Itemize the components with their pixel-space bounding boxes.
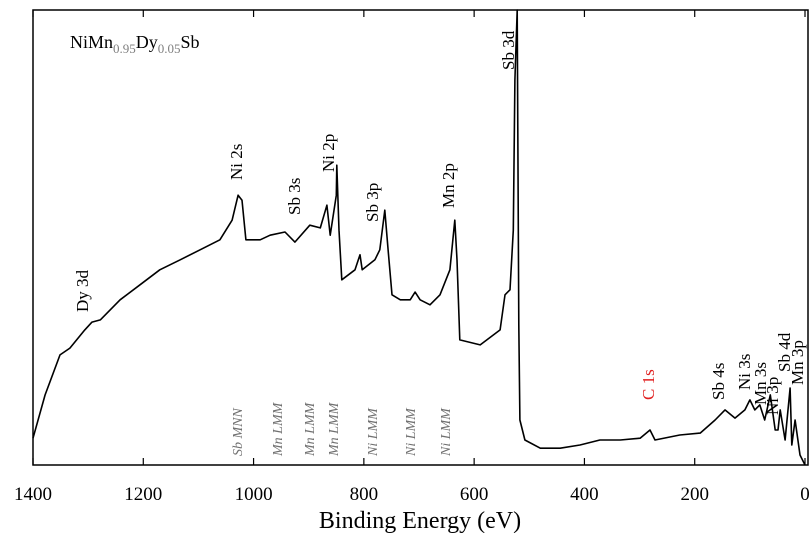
peak-label: Ni 2s — [227, 144, 246, 180]
auger-label: Ni LMM — [404, 407, 419, 457]
title-subscript: 0.95 — [113, 41, 136, 56]
x-tick-label: 600 — [460, 484, 489, 505]
peak-label: Sb 4s — [709, 363, 728, 400]
x-tick-label: 800 — [350, 484, 379, 505]
peak-label: Mn 3p — [788, 340, 807, 385]
x-tick-label: 1000 — [235, 484, 273, 505]
peak-label: Ni 3p — [763, 377, 782, 415]
peak-label: Dy 3d — [73, 269, 92, 312]
peak-label: Sb 3s — [285, 178, 304, 215]
auger-label: Ni LMM — [439, 407, 454, 457]
auger-label: Mn LMM — [327, 401, 342, 457]
peak-label: Sb 4d — [775, 332, 794, 372]
auger-label: Mn LMM — [271, 401, 286, 457]
x-tick-label: 1200 — [124, 484, 162, 505]
peak-label: Sb 3p — [363, 183, 382, 222]
peak-label: C 1s — [639, 369, 658, 400]
x-tick-label: 400 — [570, 484, 599, 505]
x-axis-label: Binding Energy (eV) — [319, 508, 521, 533]
x-tick-label: 1400 — [14, 484, 52, 505]
chart-title: NiMn0.95Dy0.05Sb — [70, 32, 200, 56]
plot-frame — [32, 9, 809, 466]
title-subscript: 0.05 — [158, 41, 181, 56]
spectrum-line — [32, 9, 806, 466]
peak-label: Ni 2p — [319, 134, 338, 172]
title-part: Sb — [181, 32, 200, 52]
auger-label: Mn LMM — [303, 401, 318, 457]
auger-label: Sb MNN — [231, 408, 246, 457]
auger-label: Ni LMM — [366, 407, 381, 457]
title-part: NiMn — [70, 32, 113, 52]
peak-label: Ni 3s — [735, 354, 754, 390]
x-tick-label: 200 — [680, 484, 709, 505]
title-part: Dy — [136, 32, 158, 52]
peak-label: Sb 3d — [499, 30, 518, 70]
x-tick-label: 0 — [800, 484, 809, 505]
peak-label: Mn 2p — [439, 163, 458, 208]
peak-label: Mn 3s — [751, 362, 770, 405]
